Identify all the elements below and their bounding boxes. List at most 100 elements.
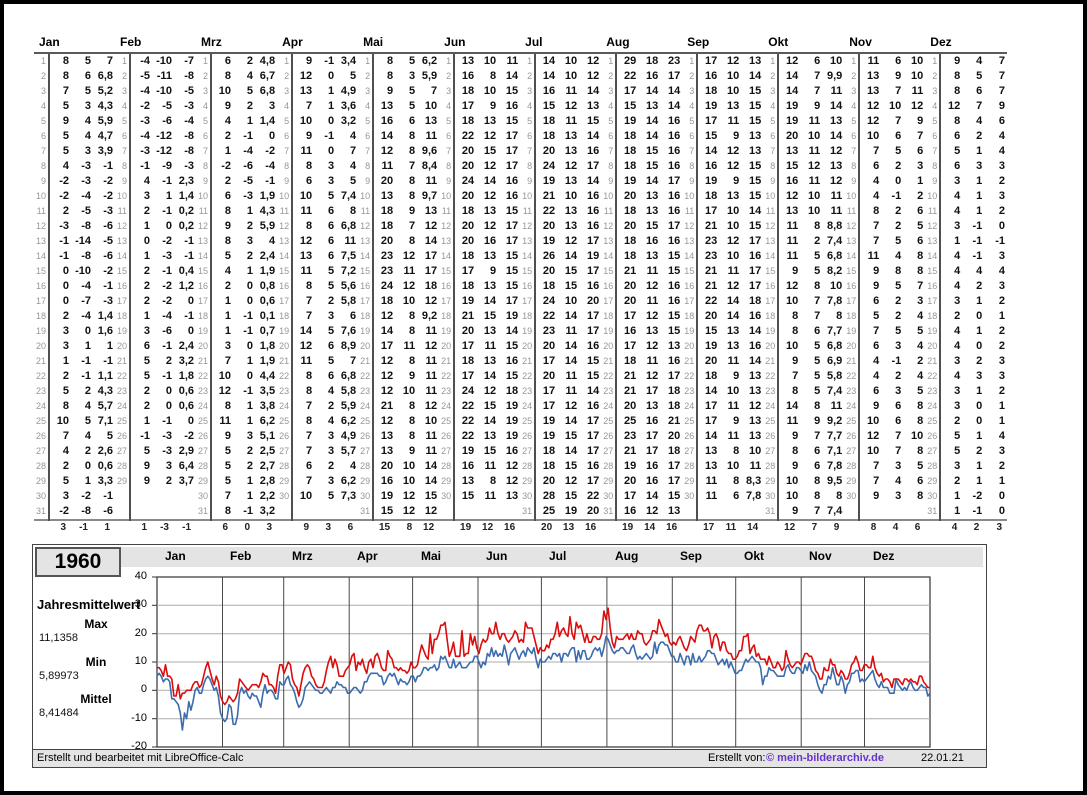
- day-number: 13: [763, 234, 780, 249]
- table-row: 7 5 3 3,9 7 -3 -12 -8 7 1 -4 -2 7 11 0 7 7 12 8 9,6 7 20 15 17 7…: [34, 144, 1007, 159]
- day-number: 19: [439, 324, 456, 339]
- mean-value: 6: [350, 310, 357, 322]
- max-value: 20: [461, 325, 475, 337]
- min-value: 0: [165, 385, 172, 397]
- min-value: 7: [895, 445, 902, 457]
- min-value: 1: [84, 475, 91, 487]
- copyright-link[interactable]: © mein-bilderarchiv.de: [766, 752, 884, 764]
- max-value: 19: [380, 490, 394, 502]
- max-value: -2: [59, 175, 69, 187]
- min-value: 1: [976, 145, 983, 157]
- mean-value: 17: [586, 445, 600, 457]
- min-value: -1: [162, 265, 172, 277]
- mean-value: 11: [830, 400, 843, 412]
- min-series-line: [156, 635, 931, 731]
- min-value: 2: [246, 460, 254, 472]
- max-value: 22: [461, 130, 475, 142]
- min-value: 11: [403, 265, 416, 277]
- day-number: 12: [925, 219, 942, 234]
- day-number: 5: [196, 114, 213, 129]
- min-value: 9: [814, 100, 821, 112]
- min-value: -7: [81, 295, 91, 307]
- day-number: 2: [682, 69, 699, 84]
- max-value: 8: [792, 385, 799, 397]
- day-number: 23: [520, 384, 537, 399]
- month-header-mrz: Mrz: [196, 34, 278, 54]
- max-value: 9: [954, 55, 961, 67]
- min-summary: 11: [719, 519, 742, 535]
- mean-value: 5,8: [340, 385, 357, 397]
- max-value: 7: [792, 370, 799, 382]
- mean-value: 6,2: [421, 55, 438, 67]
- max-value: 18: [623, 250, 637, 262]
- min-value: -2: [162, 280, 172, 292]
- mean-value: 2: [998, 385, 1005, 397]
- min-value: 2: [976, 445, 983, 457]
- min-value: 15: [564, 490, 578, 502]
- min-value: -11: [156, 70, 172, 82]
- day-number: 18: [277, 309, 294, 324]
- min-value: 5: [327, 190, 335, 202]
- max-value: -5: [140, 70, 150, 82]
- max-value: 21: [623, 265, 637, 277]
- max-value: 8: [954, 85, 961, 97]
- max-value: 8: [305, 385, 313, 397]
- min-value: 6: [327, 235, 335, 247]
- day-number: 16: [34, 279, 50, 294]
- min-value: -1: [243, 505, 254, 517]
- min-value: 13: [564, 175, 578, 187]
- mean-value: 13: [424, 205, 438, 217]
- mean-value: 1,8: [259, 340, 276, 352]
- mean-value: 15: [748, 160, 762, 172]
- max-value: 3: [954, 460, 961, 472]
- mean-value: 18: [424, 280, 438, 292]
- mean-value: 18: [667, 400, 681, 412]
- max-value: 20: [623, 400, 637, 412]
- day-number: 4: [358, 99, 375, 114]
- day-number: 4: [763, 99, 780, 114]
- mean-value: 6: [917, 145, 924, 157]
- min-value: -10: [156, 55, 172, 67]
- min-value: 8: [409, 190, 416, 202]
- table-row: 19 3 0 1,6 19 3 -6 0 19 1 -1 0,7 19 14 5 7,6 19 14 8 11 19 20…: [34, 324, 1007, 339]
- max-value: [292, 504, 314, 520]
- min-value: -4: [81, 190, 91, 202]
- mean-value: 15: [586, 370, 600, 382]
- day-number: 28: [844, 459, 861, 474]
- day-number: 25: [277, 414, 294, 429]
- min-value: 10: [726, 220, 740, 232]
- min-value: 11: [727, 355, 740, 367]
- day-number: 13: [520, 234, 537, 249]
- min-value: 0: [165, 220, 172, 232]
- mean-value: 17: [667, 370, 681, 382]
- day-number: 15: [115, 264, 131, 279]
- mean-value: 23: [667, 55, 681, 67]
- mean-value: [174, 489, 196, 504]
- mean-value: 12: [505, 475, 519, 487]
- sheet-footer: Erstellt und bearbeitet mit LibreOffice-…: [33, 749, 986, 767]
- day-number: 23: [844, 384, 861, 399]
- max-value: 4: [954, 205, 961, 217]
- mean-value: 13: [667, 340, 681, 352]
- mean-value: 11: [425, 430, 438, 442]
- mean-value: 16: [586, 400, 600, 412]
- min-value: 10: [807, 190, 821, 202]
- max-value: 19: [623, 115, 637, 127]
- max-value: 17: [704, 400, 718, 412]
- mean-value: 1: [998, 400, 1005, 412]
- max-value: 8: [305, 220, 313, 232]
- max-value: 1: [224, 310, 232, 322]
- max-value: 21: [623, 370, 637, 382]
- max-value: 2: [143, 400, 150, 412]
- day-number: 29: [763, 474, 780, 489]
- day-number: 5: [439, 114, 456, 129]
- mean-value: 10: [911, 70, 924, 82]
- max-value: 7: [305, 400, 313, 412]
- max-value: -3: [59, 220, 69, 232]
- day-number: 24: [34, 399, 50, 414]
- min-value: 8: [409, 310, 416, 322]
- day-number: 6: [682, 129, 699, 144]
- day-number: 4: [196, 99, 213, 114]
- max-value: 6: [873, 385, 880, 397]
- calendar-table: Jan Feb Mrz Apr Mai Jun Jul Aug Sep Okt Nov Dez 1 8 5 7…: [34, 34, 1007, 535]
